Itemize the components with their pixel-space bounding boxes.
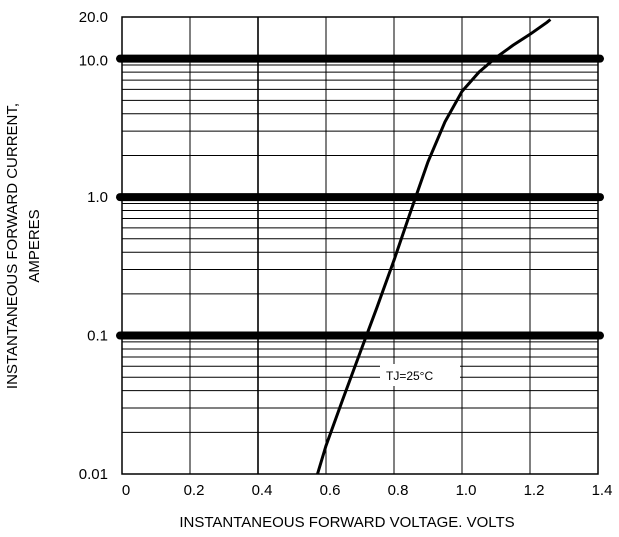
y-tick-label: 0.1: [87, 328, 108, 345]
y-axis-title-line1: INSTANTANEOUS FORWARD CURRENT,: [4, 103, 21, 389]
y-axis-title: INSTANTANEOUS FORWARD CURRENT, AMPERES: [4, 103, 43, 389]
chart-tick-labels: 0 0.2 0.4 0.6 0.8 1.0 1.2 1.4 20.0 10.0 1.0 0.1 0.01: [79, 9, 613, 499]
x-tick-label: 0.8: [388, 482, 409, 499]
x-tick-label: 1.4: [592, 482, 613, 499]
chart-grid: [116, 16, 604, 475]
y-tick-label: 10.0: [79, 53, 108, 70]
y-tick-label: 1.0: [87, 189, 108, 206]
y-tick-label: 20.0: [79, 9, 108, 26]
forward-current-curve: [316, 18, 552, 475]
plot-frame: [121, 16, 599, 475]
annotation-label: TJ=25°C: [386, 369, 433, 383]
x-tick-label: 0.4: [252, 482, 273, 499]
y-tick-label: 0.01: [79, 466, 108, 483]
x-tick-label: 1.2: [524, 482, 545, 499]
x-tick-label: 1.0: [456, 482, 477, 499]
x-tick-label: 0.2: [184, 482, 205, 499]
chart-annotation-layer: TJ=25°C: [380, 364, 460, 386]
y-axis-title-line2: AMPERES: [26, 209, 43, 282]
x-tick-label: 0.6: [320, 482, 341, 499]
x-axis-title: INSTANTANEOUS FORWARD VOLTAGE. VOLTS: [179, 514, 514, 531]
annotation-box: [380, 364, 460, 386]
chart-curve-layer: [316, 18, 552, 475]
x-tick-label: 0: [122, 482, 130, 499]
